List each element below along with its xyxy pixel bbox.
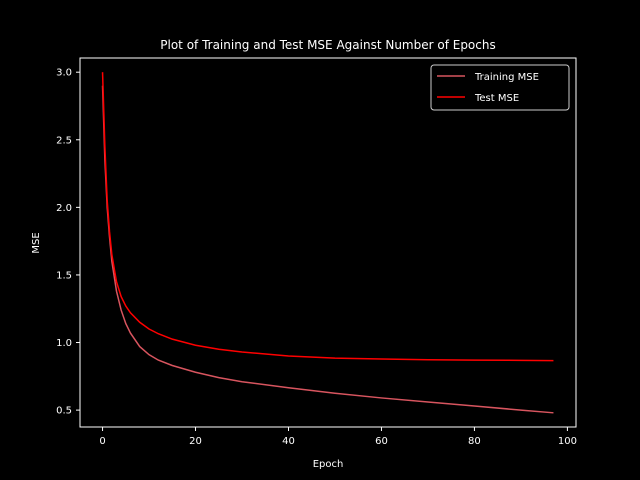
x-axis-label: Epoch xyxy=(313,459,344,470)
axes-frame xyxy=(79,57,577,428)
y-tick-label: 2.0 xyxy=(56,203,72,214)
y-tick-label: 1.5 xyxy=(56,270,72,281)
y-tick-label: 0.5 xyxy=(56,406,72,417)
plot-area xyxy=(101,72,554,414)
y-tick-label: 1.0 xyxy=(56,338,72,349)
chart-title: Plot of Training and Test MSE Against Nu… xyxy=(160,38,495,52)
legend: Training MSE Test MSE xyxy=(430,64,570,111)
y-tick-label: 3.0 xyxy=(56,68,72,79)
x-tick-label: 20 xyxy=(189,436,202,447)
x-tick-label: 0 xyxy=(99,436,105,447)
x-tick-label: 60 xyxy=(375,436,388,447)
y-axis-label: MSE xyxy=(31,232,42,253)
series-line-1 xyxy=(101,72,554,362)
x-tick-label: 100 xyxy=(558,436,577,447)
x-axis-ticks: 0 20 40 60 80 100 xyxy=(99,427,577,447)
x-tick-label: 40 xyxy=(282,436,295,447)
legend-box xyxy=(430,64,570,111)
legend-label-test: Test MSE xyxy=(474,93,519,104)
legend-label-training: Training MSE xyxy=(474,72,539,83)
y-axis-ticks: 0.5 1.0 1.5 2.0 2.5 3.0 xyxy=(56,68,80,417)
x-tick-label: 80 xyxy=(468,436,481,447)
y-tick-label: 2.5 xyxy=(56,135,72,146)
